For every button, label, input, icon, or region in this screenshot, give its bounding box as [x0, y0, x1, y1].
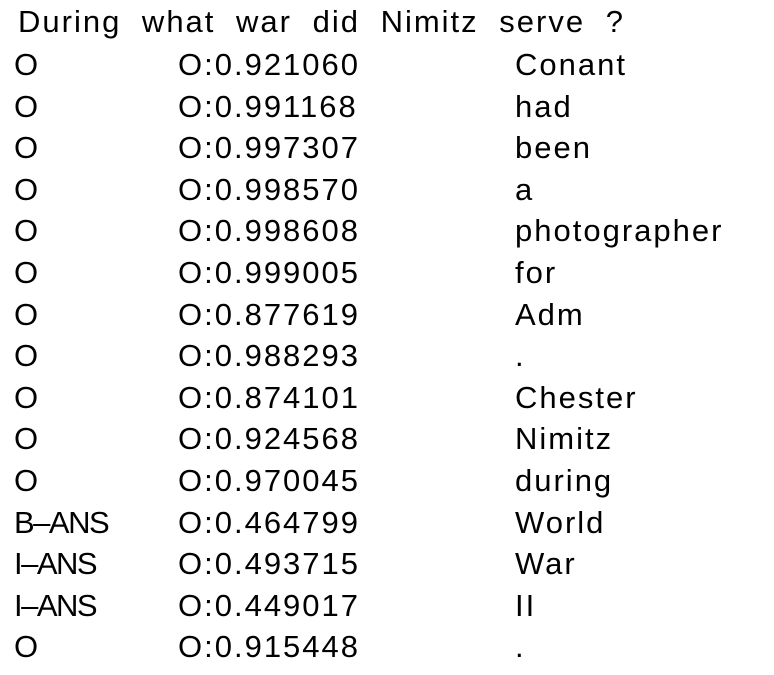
- score-value: O:0.999005: [178, 254, 361, 290]
- score-value: O:0.988293: [178, 338, 361, 374]
- score-value: O:0.991168: [178, 88, 358, 124]
- token-word: II: [515, 587, 537, 623]
- tag-label: O: [14, 254, 38, 290]
- score-value: O:0.874101: [178, 379, 361, 415]
- tag-label: O: [14, 379, 38, 415]
- score-value: O:0.449017: [178, 587, 361, 623]
- token-word: Nimitz: [515, 421, 614, 457]
- tag-label: O: [14, 213, 38, 249]
- token-row: B–ANS O:0.464799 World: [0, 502, 774, 544]
- token-word: been: [515, 130, 592, 166]
- score-value: O:0.970045: [178, 462, 361, 498]
- token-word: War: [515, 546, 577, 582]
- token-row: O O:0.998608 photographer: [0, 210, 774, 252]
- token-word: Adm: [515, 296, 585, 332]
- token-row: O O:0.924568 Nimitz: [0, 418, 774, 460]
- token-row: I–ANS O:0.449017 II: [0, 585, 774, 627]
- tag-label: O: [14, 130, 38, 166]
- tag-label: I–ANS: [14, 587, 98, 623]
- score-value: O:0.493715: [178, 546, 361, 582]
- tag-label: I–ANS: [14, 546, 98, 582]
- token-word: Conant: [515, 47, 627, 82]
- tag-label: O: [14, 47, 38, 82]
- token-row: O O:0.988293 .: [0, 335, 774, 377]
- tag-label: O: [14, 421, 38, 457]
- question-text: During what war did Nimitz serve ?: [18, 4, 625, 39]
- tag-label: B–ANS: [14, 504, 110, 540]
- token-word: for: [515, 254, 558, 290]
- score-value: O:0.921060: [178, 47, 361, 82]
- token-row: O O:0.915448 .: [0, 626, 774, 668]
- tag-label: O: [14, 338, 38, 374]
- score-value: O:0.464799: [178, 504, 361, 540]
- token-table: O O:0.921060 Conant O O:0.991168 had O O…: [0, 44, 774, 668]
- token-word: had: [515, 88, 573, 124]
- token-word: .: [515, 629, 526, 665]
- token-word: .: [515, 338, 526, 374]
- token-word: during: [515, 462, 614, 498]
- token-row: O O:0.921060 Conant: [0, 44, 774, 86]
- token-row: O O:0.874101 Chester: [0, 377, 774, 419]
- score-value: O:0.877619: [178, 296, 361, 332]
- token-word: photographer: [515, 213, 724, 249]
- token-word: Chester: [515, 379, 638, 415]
- score-value: O:0.998608: [178, 213, 361, 249]
- score-value: O:0.924568: [178, 421, 361, 457]
- tag-label: O: [14, 296, 38, 332]
- tag-label: O: [14, 462, 38, 498]
- token-row: O O:0.997307 been: [0, 127, 774, 169]
- token-row: O O:0.998570 a: [0, 169, 774, 211]
- token-row: I–ANS O:0.493715 War: [0, 543, 774, 585]
- token-row: O O:0.999005 for: [0, 252, 774, 294]
- score-value: O:0.998570: [178, 171, 361, 207]
- tag-label: O: [14, 88, 38, 124]
- tag-label: O: [14, 171, 38, 207]
- tag-label: O: [14, 629, 38, 665]
- token-word: a: [515, 171, 535, 207]
- score-value: O:0.915448: [178, 629, 361, 665]
- token-row: O O:0.970045 during: [0, 460, 774, 502]
- token-word: World: [515, 504, 606, 540]
- score-value: O:0.997307: [178, 130, 361, 166]
- token-row: O O:0.877619 Adm: [0, 294, 774, 336]
- token-row: O O:0.991168 had: [0, 86, 774, 128]
